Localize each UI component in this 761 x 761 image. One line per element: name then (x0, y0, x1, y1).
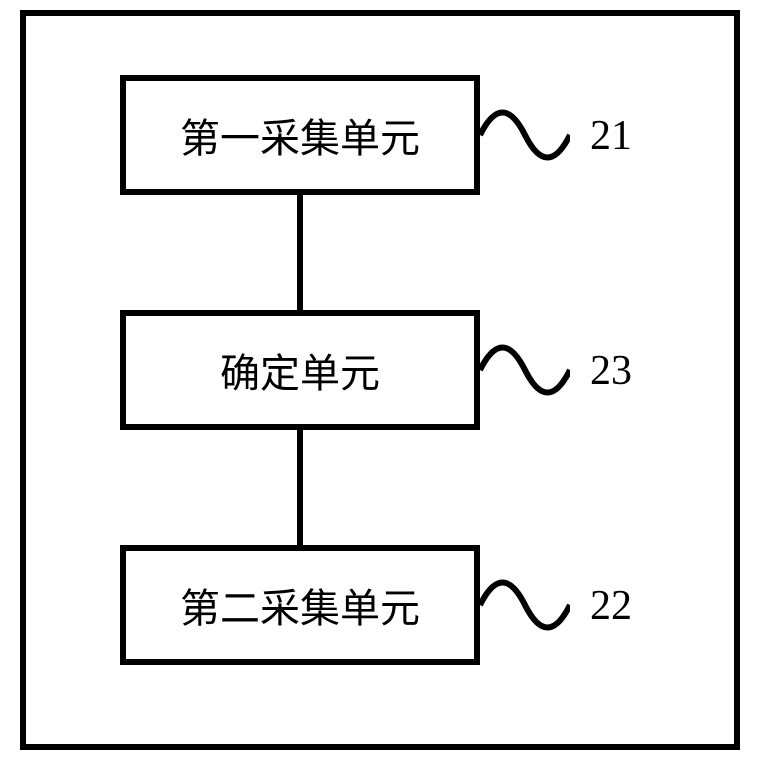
ref-label-22: 22 (590, 582, 632, 630)
ref-label-text: 21 (590, 113, 632, 159)
edge-n1-n2 (297, 195, 303, 310)
edge-n2-n3 (297, 430, 303, 545)
ref-squiggle-icon (480, 335, 570, 405)
node-label: 第二采集单元 (180, 576, 420, 634)
node-label: 第一采集单元 (180, 106, 420, 164)
node-determination-unit: 确定单元 (120, 310, 480, 430)
ref-squiggle-icon (480, 100, 570, 170)
ref-squiggle-icon (480, 570, 570, 640)
node-first-acquisition-unit: 第一采集单元 (120, 75, 480, 195)
node-label: 确定单元 (220, 341, 380, 399)
ref-label-text: 23 (590, 348, 632, 394)
ref-label-21: 21 (590, 112, 632, 160)
node-second-acquisition-unit: 第二采集单元 (120, 545, 480, 665)
ref-label-text: 22 (590, 583, 632, 629)
block-diagram: 第一采集单元 确定单元 第二采集单元 21 23 22 (0, 0, 761, 761)
ref-label-23: 23 (590, 347, 632, 395)
